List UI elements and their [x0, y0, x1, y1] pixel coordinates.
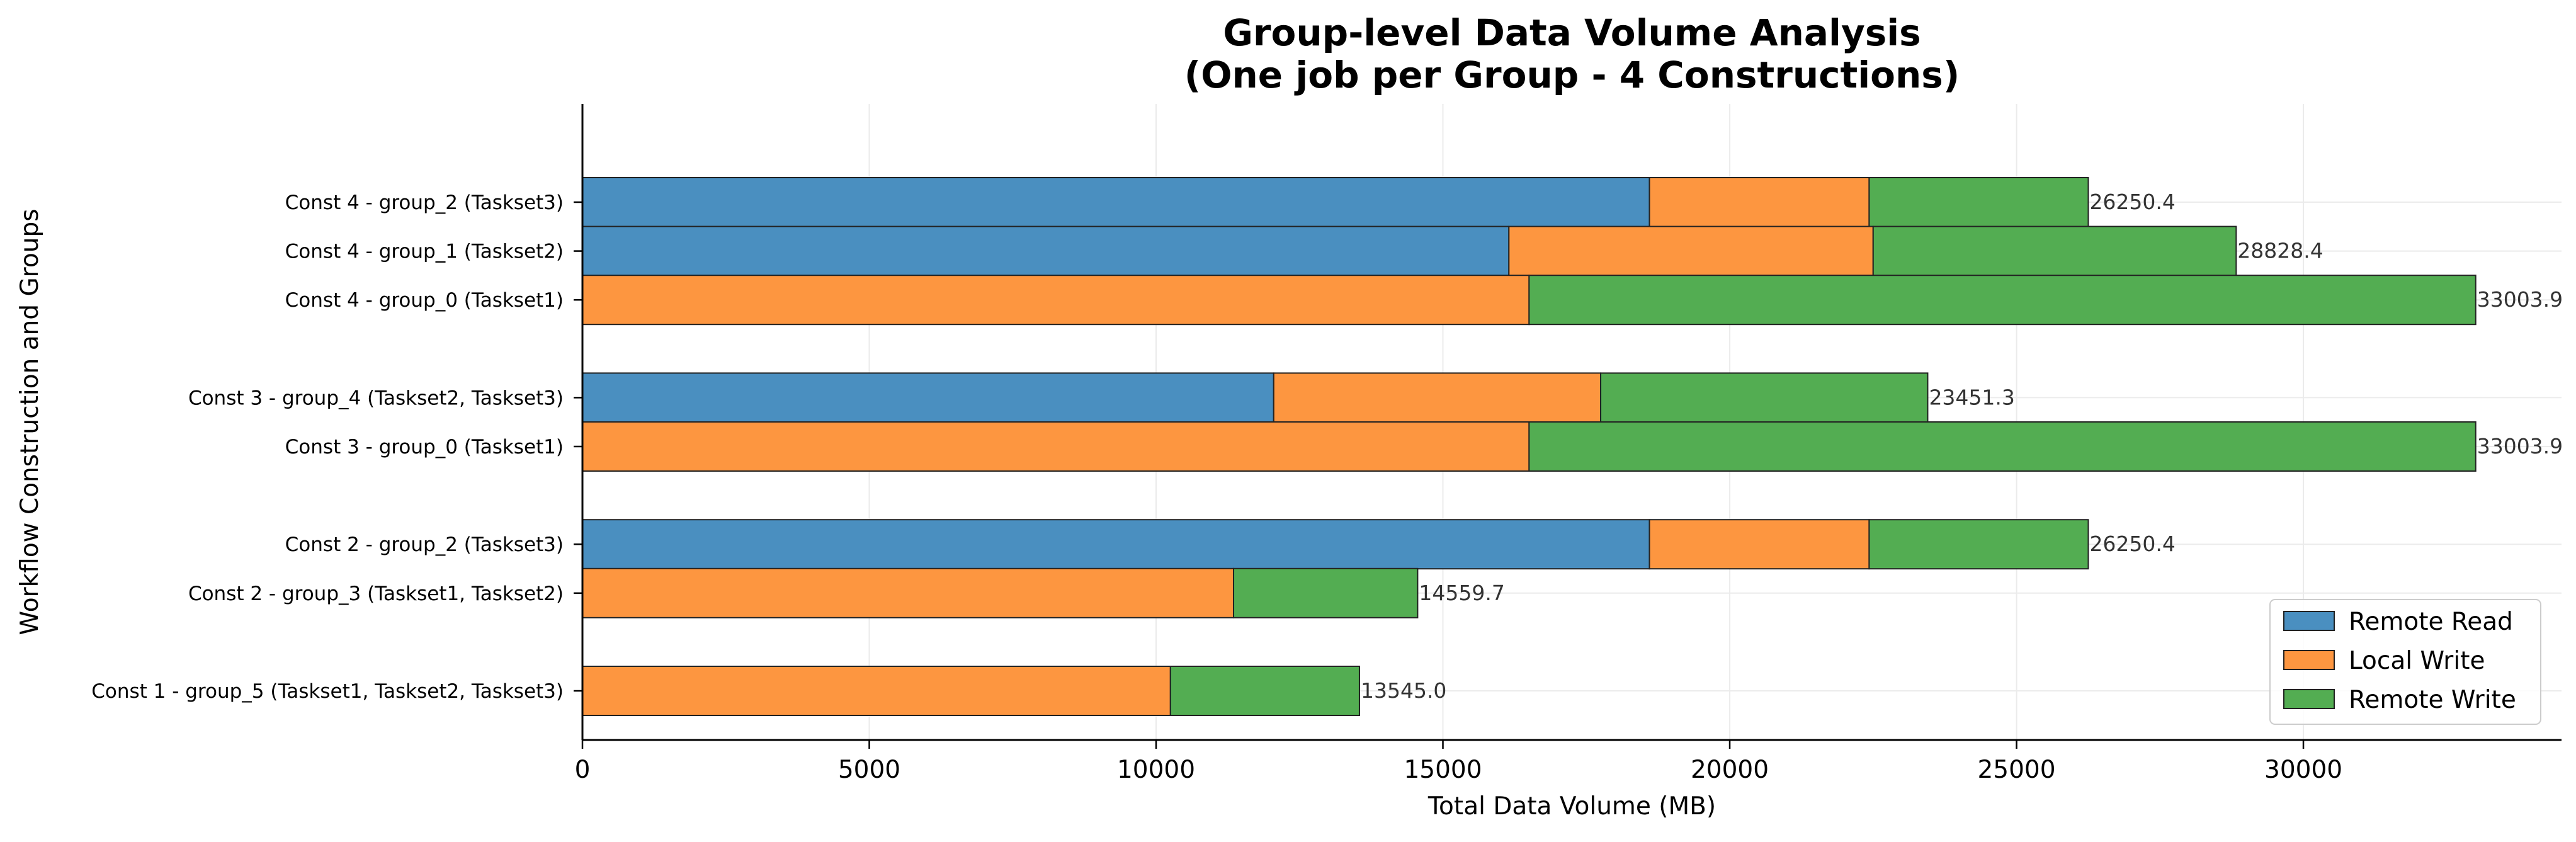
- y-tick-label: Const 4 - group_0 (Taskset1): [285, 289, 564, 312]
- bar-local-write: [1648, 519, 1870, 570]
- y-tick-label: Const 4 - group_2 (Taskset3): [285, 191, 564, 214]
- bar-remote-read: [582, 519, 1650, 570]
- bar-local-write: [1273, 372, 1602, 423]
- y-axis-label: Workflow Construction and Groups: [16, 208, 44, 635]
- bar-remote-write: [1868, 177, 2089, 227]
- x-tick-label: 10000: [1117, 756, 1195, 784]
- bar-local-write: [582, 666, 1171, 716]
- x-axis-label: Total Data Volume (MB): [1427, 792, 1716, 821]
- bar-remote-read: [582, 372, 1274, 423]
- x-tick-label: 20000: [1691, 756, 1769, 784]
- bar-total-label: 33003.9: [2477, 434, 2563, 458]
- bar-local-write: [582, 567, 1235, 618]
- x-tick-label: 25000: [1977, 756, 2055, 784]
- x-tick-label: 15000: [1404, 756, 1482, 784]
- bar-remote-read: [582, 177, 1650, 227]
- bar-remote-write: [1169, 666, 1360, 716]
- legend-swatch: [2283, 650, 2335, 670]
- bar-remote-write: [1528, 275, 2477, 326]
- x-tick-label: 5000: [838, 756, 900, 784]
- bar-remote-write: [1600, 372, 1929, 423]
- chart-title: Group-level Data Volume Analysis: [1223, 11, 1921, 54]
- x-tick-label: 30000: [2264, 756, 2342, 784]
- bar-remote-write: [1868, 519, 2089, 570]
- y-tick-label: Const 4 - group_1 (Taskset2): [285, 241, 564, 263]
- x-tick-label: 0: [575, 756, 591, 784]
- y-tick-label: Const 3 - group_0 (Taskset1): [285, 436, 564, 458]
- bar-remote-write: [1233, 567, 1419, 618]
- bar-total-label: 26250.4: [2089, 190, 2175, 214]
- legend-label: Remote Read: [2349, 608, 2513, 636]
- y-tick-label: Const 3 - group_4 (Taskset2, Taskset3): [188, 387, 564, 409]
- bar-total-label: 13545.0: [1361, 678, 1446, 703]
- bar-total-label: 26250.4: [2089, 532, 2175, 556]
- bar-total-label: 33003.9: [2477, 287, 2563, 312]
- bar-local-write: [582, 275, 1530, 326]
- legend-box: [2269, 599, 2541, 725]
- bar-remote-read: [582, 225, 1510, 276]
- bar-total-label: 23451.3: [1929, 385, 2014, 409]
- bar-local-write: [582, 421, 1530, 472]
- legend-label: Local Write: [2349, 647, 2485, 675]
- y-tick-label: Const 1 - group_5 (Taskset1, Taskset2, T…: [91, 680, 564, 703]
- bar-total-label: 28828.4: [2237, 239, 2323, 263]
- chart-subtitle: (One job per Group - 4 Constructions): [1184, 54, 1960, 96]
- y-tick-label: Const 2 - group_3 (Taskset1, Taskset2): [188, 583, 564, 605]
- legend-swatch: [2283, 611, 2335, 631]
- bar-total-label: 14559.7: [1419, 581, 1504, 605]
- legend-label: Remote Write: [2349, 686, 2516, 714]
- bar-remote-write: [1872, 225, 2237, 276]
- bar-local-write: [1648, 177, 1870, 227]
- bar-local-write: [1508, 225, 1874, 276]
- bar-remote-write: [1528, 421, 2477, 472]
- y-tick-label: Const 2 - group_2 (Taskset3): [285, 533, 564, 556]
- legend-swatch: [2283, 689, 2335, 709]
